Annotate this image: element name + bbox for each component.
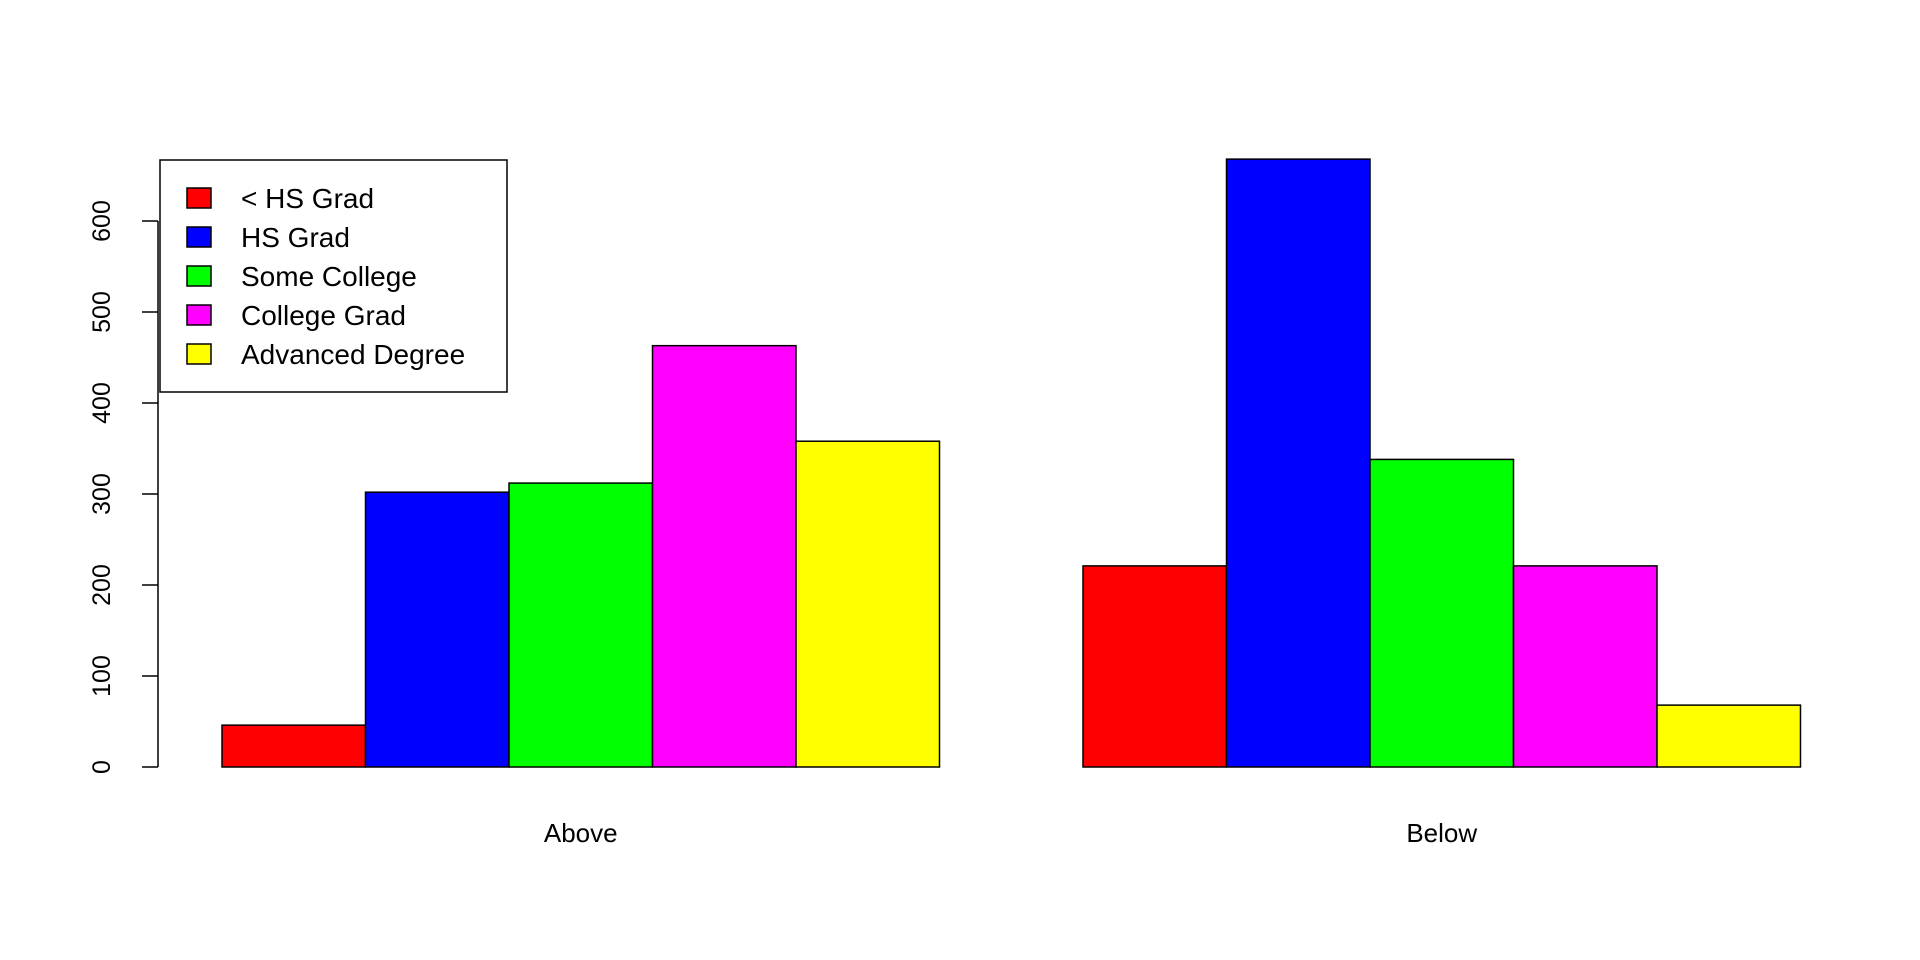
bar [508,482,654,768]
bar [364,491,510,768]
y-tick-label: 400 [88,382,116,424]
bar [1369,458,1515,768]
y-tick-label: 0 [88,760,116,774]
legend-swatch [186,343,212,365]
y-axis: 0 100 200 300 400 500 600 [88,200,159,774]
category-label: Above [544,818,618,848]
category-labels: Above Below [544,818,1477,848]
y-tick-label: 300 [88,473,116,515]
bar [1225,158,1371,768]
legend-label: HS Grad [241,222,350,253]
legend-label: College Grad [241,300,406,331]
bar [1082,565,1228,768]
bar [795,440,941,768]
legend-label: < HS Grad [241,183,374,214]
y-tick-label: 100 [88,655,116,697]
bar [221,724,367,768]
y-tick-label: 600 [88,200,116,242]
legend: < HS Grad HS Grad Some College College Grad… [159,159,508,393]
legend-box [159,159,508,393]
legend-swatch [186,304,212,326]
legend-swatch [186,226,212,248]
legend-label: Advanced Degree [241,339,465,370]
y-tick-label: 200 [88,564,116,606]
bar [1512,565,1658,768]
bar [1656,704,1802,768]
legend-swatch [186,187,212,209]
bars [221,158,1802,768]
legend-label: Some College [241,261,417,292]
bar [651,344,797,768]
legend-swatch [186,265,212,287]
y-tick-label: 500 [88,291,116,333]
category-label: Below [1406,818,1477,848]
